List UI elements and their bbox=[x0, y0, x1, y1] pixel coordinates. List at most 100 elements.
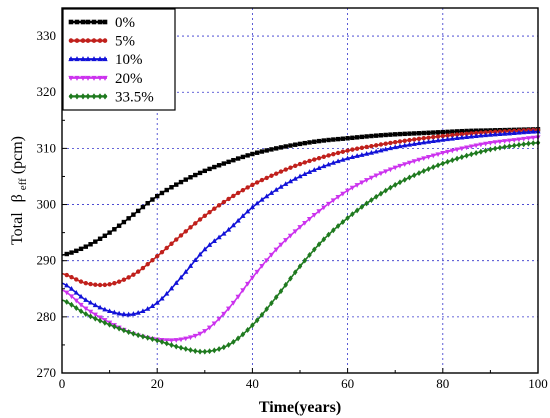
legend-marker bbox=[74, 75, 80, 81]
data-point bbox=[435, 130, 441, 135]
data-point bbox=[478, 142, 484, 148]
data-point bbox=[330, 160, 336, 165]
data-point bbox=[292, 229, 298, 235]
data-point bbox=[393, 140, 398, 145]
data-point bbox=[107, 230, 112, 235]
data-point bbox=[468, 144, 474, 150]
data-point bbox=[407, 137, 412, 143]
data-point bbox=[278, 242, 284, 248]
data-point bbox=[197, 348, 203, 355]
legend-item: 10% bbox=[68, 52, 143, 68]
data-point bbox=[254, 317, 260, 324]
legend-label: 0% bbox=[115, 15, 135, 31]
data-point bbox=[245, 185, 250, 190]
legend-marker bbox=[91, 75, 97, 81]
data-point bbox=[364, 151, 370, 156]
data-point bbox=[78, 302, 84, 308]
data-point bbox=[154, 299, 160, 305]
data-point bbox=[444, 136, 451, 142]
data-point bbox=[316, 138, 322, 144]
data-point bbox=[397, 139, 403, 144]
data-point bbox=[207, 348, 212, 355]
data-point bbox=[359, 180, 365, 186]
data-point bbox=[325, 201, 332, 207]
data-point bbox=[212, 164, 217, 170]
legend-marker bbox=[85, 19, 91, 25]
data-point bbox=[469, 151, 474, 158]
data-point bbox=[421, 168, 427, 174]
data-point bbox=[364, 200, 369, 207]
data-point bbox=[302, 221, 308, 226]
legend-marker bbox=[102, 56, 108, 62]
data-point bbox=[235, 156, 241, 161]
data-point bbox=[87, 309, 94, 315]
data-point bbox=[212, 206, 217, 211]
data-point bbox=[93, 315, 98, 322]
data-point bbox=[273, 187, 279, 192]
data-point bbox=[354, 153, 360, 158]
data-point bbox=[273, 294, 279, 301]
y-tick-label: 280 bbox=[37, 309, 57, 324]
data-point bbox=[174, 182, 179, 187]
data-point bbox=[283, 144, 288, 149]
legend-marker bbox=[68, 93, 74, 100]
data-point bbox=[350, 135, 355, 141]
data-point bbox=[307, 140, 312, 145]
data-point bbox=[202, 246, 208, 252]
data-point bbox=[311, 213, 317, 218]
data-point bbox=[283, 167, 288, 172]
data-point bbox=[359, 134, 365, 140]
data-point bbox=[426, 166, 431, 172]
data-point bbox=[335, 150, 341, 156]
data-point bbox=[264, 175, 269, 181]
data-point bbox=[340, 219, 346, 225]
data-point bbox=[511, 138, 517, 143]
data-point bbox=[269, 147, 274, 152]
data-point bbox=[392, 181, 398, 188]
data-point bbox=[97, 236, 103, 241]
data-point bbox=[278, 184, 284, 189]
data-point bbox=[231, 338, 236, 345]
data-point bbox=[392, 165, 398, 171]
data-point bbox=[168, 285, 175, 291]
data-point bbox=[97, 282, 103, 288]
data-point bbox=[230, 300, 236, 306]
data-point bbox=[107, 282, 112, 287]
data-point bbox=[492, 140, 498, 146]
data-point bbox=[69, 301, 74, 308]
data-point bbox=[516, 129, 522, 135]
legend-marker bbox=[80, 56, 86, 62]
data-point bbox=[74, 305, 79, 311]
data-point bbox=[312, 157, 317, 162]
data-point bbox=[416, 131, 422, 136]
data-point bbox=[354, 146, 360, 151]
data-point bbox=[416, 170, 422, 177]
data-point bbox=[88, 281, 93, 287]
legend-label: 5% bbox=[115, 34, 135, 50]
data-point bbox=[221, 199, 227, 205]
data-point bbox=[412, 137, 417, 142]
legend-item: 5% bbox=[68, 34, 135, 50]
data-point bbox=[407, 131, 412, 136]
data-point bbox=[107, 321, 112, 328]
data-point bbox=[335, 223, 341, 230]
data-point bbox=[78, 293, 84, 299]
data-point bbox=[211, 238, 217, 243]
data-point bbox=[259, 149, 265, 154]
data-point bbox=[416, 140, 422, 146]
legend-marker bbox=[74, 56, 80, 62]
data-point bbox=[197, 170, 203, 176]
data-point bbox=[235, 190, 241, 196]
data-point bbox=[302, 140, 307, 146]
y-axis-title-subscript: eff bbox=[17, 178, 29, 190]
data-point bbox=[431, 130, 436, 135]
data-point bbox=[345, 136, 350, 141]
data-point bbox=[130, 311, 136, 316]
data-point bbox=[69, 274, 74, 280]
data-point bbox=[249, 275, 255, 281]
data-point bbox=[164, 245, 169, 251]
data-point bbox=[321, 138, 326, 143]
data-point bbox=[126, 311, 132, 317]
data-point bbox=[321, 163, 327, 169]
data-point bbox=[354, 207, 360, 214]
